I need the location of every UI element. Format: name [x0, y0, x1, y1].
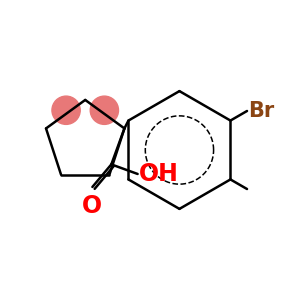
Circle shape [90, 96, 118, 124]
Circle shape [52, 96, 80, 124]
Text: O: O [82, 194, 103, 218]
Text: OH: OH [139, 162, 179, 186]
Text: Br: Br [248, 101, 275, 121]
